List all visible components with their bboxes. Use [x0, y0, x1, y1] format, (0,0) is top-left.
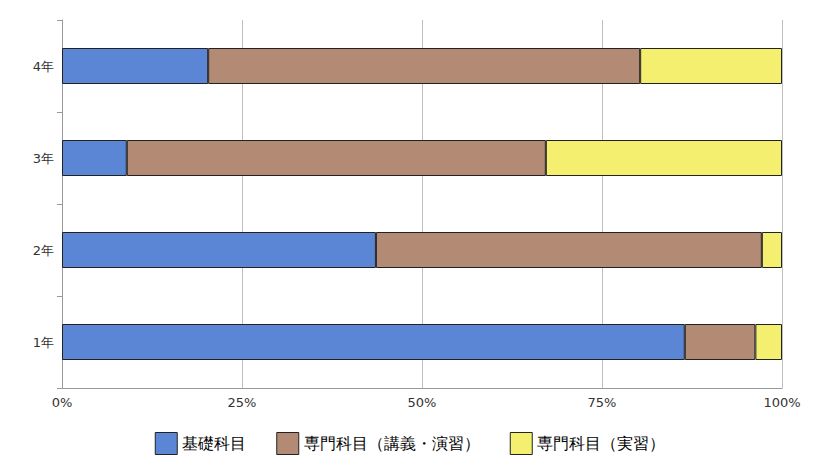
svg-text:専門科目（講義・演習）: 専門科目（講義・演習） [304, 434, 480, 453]
svg-text:基礎科目: 基礎科目 [182, 434, 246, 453]
svg-text:0%: 0% [52, 395, 73, 410]
svg-text:3年: 3年 [33, 151, 54, 166]
svg-text:100%: 100% [763, 395, 800, 410]
svg-text:75%: 75% [588, 395, 617, 410]
svg-text:2年: 2年 [33, 243, 54, 258]
svg-text:専門科目（実習）: 専門科目（実習） [537, 434, 665, 453]
svg-text:25%: 25% [228, 395, 257, 410]
svg-text:4年: 4年 [33, 59, 54, 74]
svg-text:1年: 1年 [33, 335, 54, 350]
svg-text:50%: 50% [408, 395, 437, 410]
